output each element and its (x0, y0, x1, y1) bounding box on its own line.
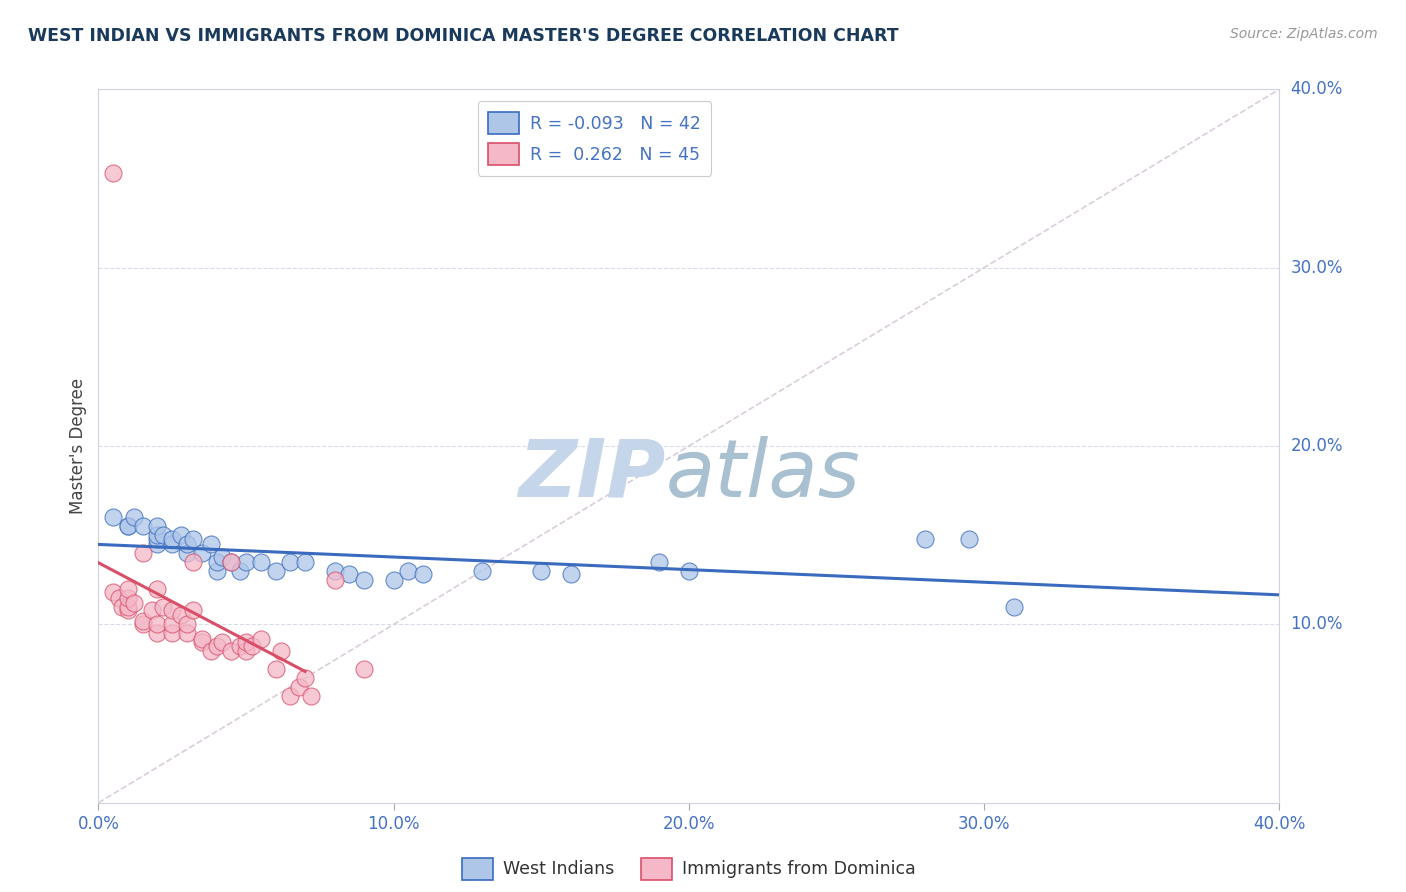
Point (353, 573, 375, 587)
Text: WEST INDIAN VS IMMIGRANTS FROM DOMINICA MASTER'S DEGREE CORRELATION CHART: WEST INDIAN VS IMMIGRANTS FROM DOMINICA … (28, 27, 898, 45)
Point (211, 635, 233, 649)
Point (294, 555, 316, 569)
Point (181, 532, 204, 546)
Point (250, 555, 273, 569)
Point (412, 567, 434, 582)
Point (235, 555, 257, 569)
Point (264, 564, 287, 578)
Point (278, 555, 302, 569)
Point (132, 519, 155, 533)
Point (162, 626, 183, 640)
Point (108, 591, 131, 605)
Point (219, 555, 242, 569)
Point (146, 519, 169, 533)
Point (270, 644, 292, 658)
Point (205, 564, 228, 578)
Point (162, 537, 183, 551)
Point (176, 537, 198, 551)
Text: 10.0%: 10.0% (1291, 615, 1343, 633)
Point (396, 564, 419, 578)
Point (181, 555, 204, 569)
Point (103, 585, 125, 599)
Point (959, 532, 981, 546)
Text: ZIP: ZIP (517, 435, 665, 514)
Text: Source: ZipAtlas.com: Source: ZipAtlas.com (1230, 27, 1378, 41)
Point (117, 591, 139, 605)
Point (162, 617, 183, 632)
Point (530, 564, 553, 578)
Point (353, 662, 375, 676)
Point (146, 537, 169, 551)
Point (146, 626, 169, 640)
Point (132, 546, 155, 560)
Point (229, 639, 252, 653)
Text: 20.0%: 20.0% (1291, 437, 1343, 455)
Point (219, 644, 242, 658)
Point (191, 635, 214, 649)
Point (162, 532, 183, 546)
Point (146, 617, 169, 632)
Point (176, 546, 198, 560)
Point (117, 603, 139, 617)
Text: 30.0%: 30.0% (1291, 259, 1343, 277)
Point (152, 528, 174, 542)
Point (111, 599, 134, 614)
Point (132, 614, 155, 628)
Point (240, 639, 263, 653)
Text: atlas: atlas (665, 435, 860, 514)
Point (191, 632, 214, 646)
Point (337, 567, 360, 582)
Point (205, 555, 228, 569)
Point (648, 555, 671, 569)
Point (146, 528, 169, 542)
Text: 40.0%: 40.0% (1291, 80, 1343, 98)
Point (146, 532, 169, 546)
Point (235, 635, 257, 649)
Point (117, 519, 139, 533)
Point (211, 549, 233, 564)
Point (191, 546, 214, 560)
Point (219, 555, 242, 569)
Point (122, 510, 145, 524)
Point (146, 582, 169, 596)
Point (323, 564, 346, 578)
Point (117, 519, 139, 533)
Point (103, 510, 125, 524)
Point (170, 528, 193, 542)
Point (152, 599, 174, 614)
Point (288, 680, 311, 694)
Point (181, 603, 204, 617)
Point (299, 689, 322, 703)
Legend: West Indians, Immigrants from Dominica: West Indians, Immigrants from Dominica (454, 851, 924, 887)
Point (205, 639, 228, 653)
Point (162, 603, 183, 617)
Point (122, 596, 145, 610)
Point (103, 166, 125, 180)
Point (560, 567, 582, 582)
Point (117, 582, 139, 596)
Point (117, 599, 139, 614)
Point (382, 573, 405, 587)
Point (170, 608, 193, 623)
Point (471, 564, 494, 578)
Point (176, 626, 198, 640)
Point (235, 644, 257, 658)
Point (914, 532, 936, 546)
Point (200, 644, 222, 658)
Point (132, 617, 155, 632)
Point (678, 564, 700, 578)
Point (229, 564, 252, 578)
Point (200, 537, 222, 551)
Point (294, 671, 316, 685)
Point (176, 617, 198, 632)
Point (323, 573, 346, 587)
Point (250, 632, 273, 646)
Point (141, 603, 163, 617)
Point (278, 689, 302, 703)
Point (264, 662, 287, 676)
Y-axis label: Master's Degree: Master's Degree (69, 378, 87, 514)
Point (1002, 599, 1025, 614)
